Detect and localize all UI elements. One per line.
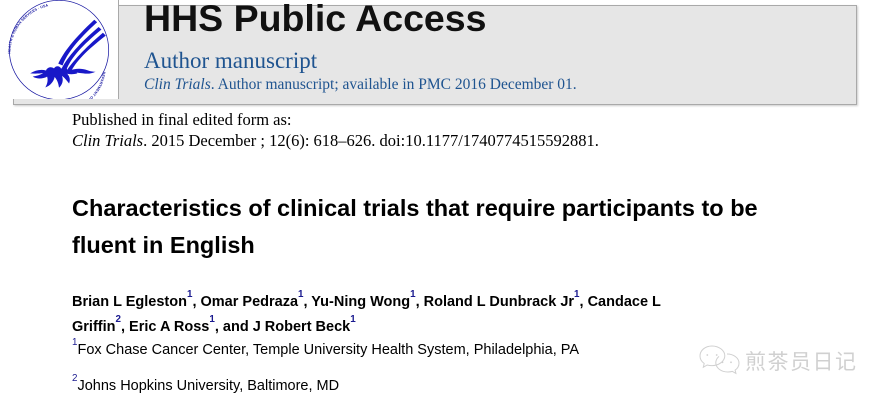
svg-text:DEPARTMENT OF: DEPARTMENT OF xyxy=(87,71,106,99)
